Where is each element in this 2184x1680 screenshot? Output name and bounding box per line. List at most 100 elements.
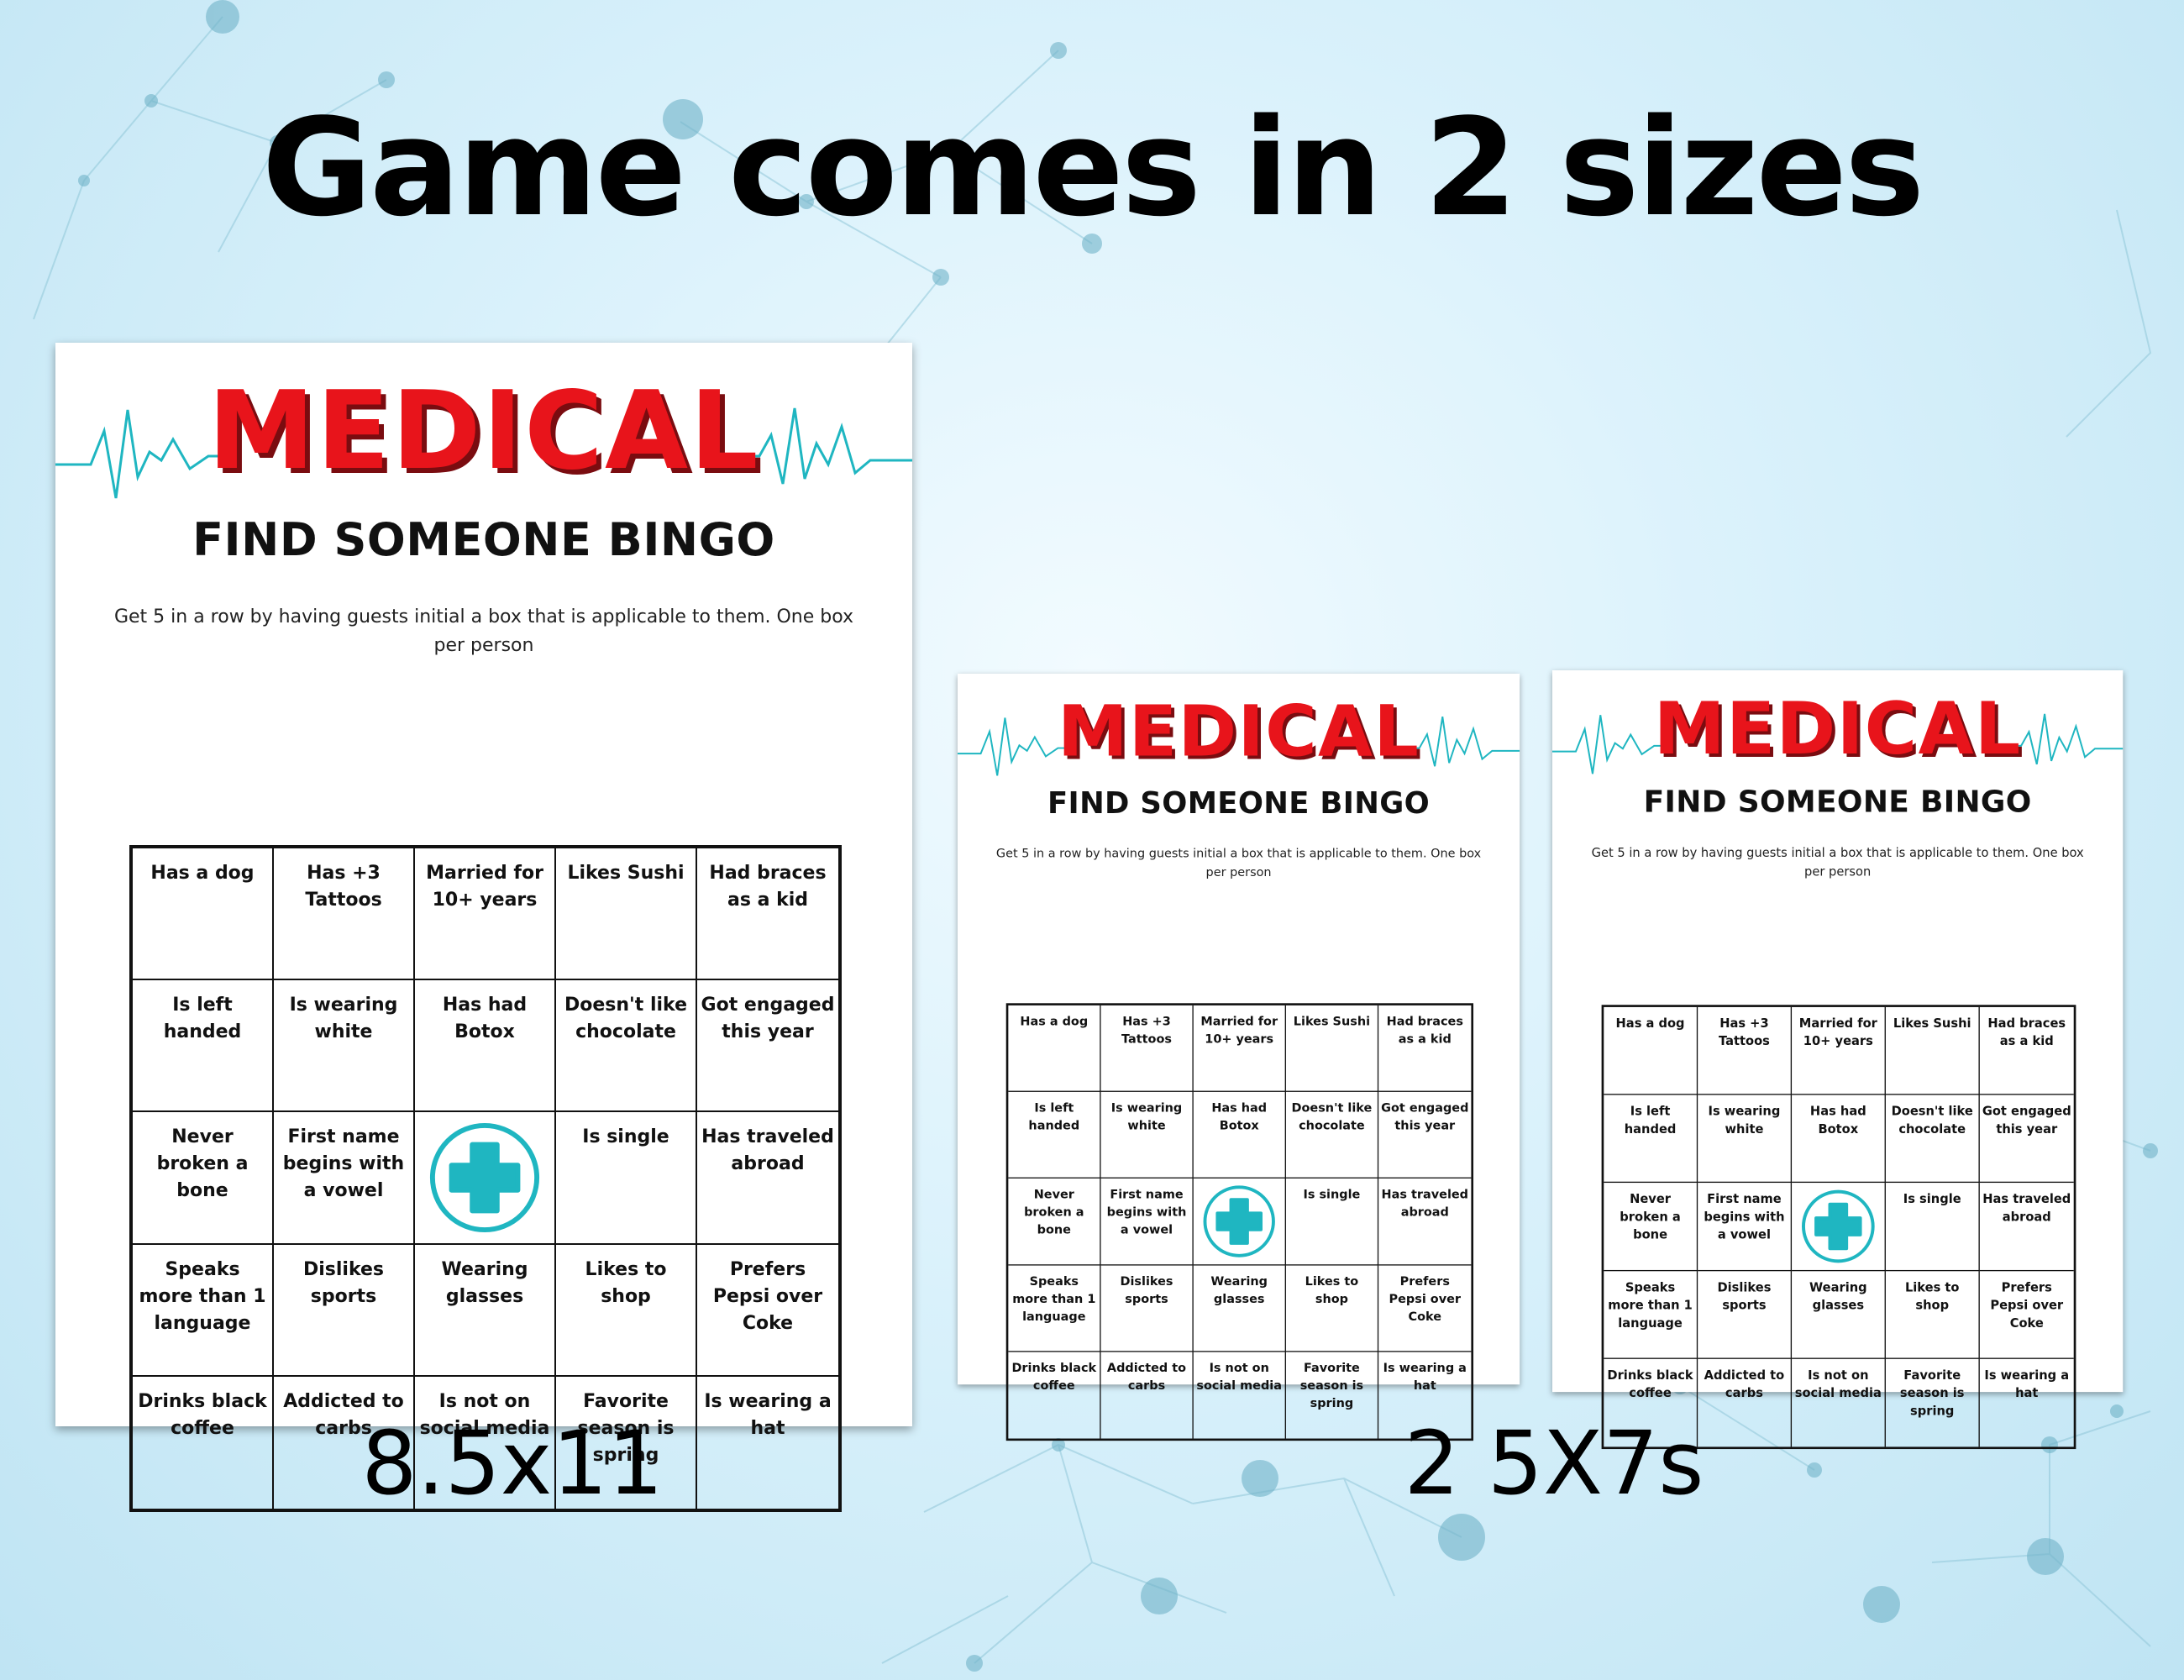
bingo-cell: Is wearing a hat xyxy=(704,1390,832,1439)
ekg-line-icon xyxy=(958,717,1520,776)
bingo-cell: Addicted to carbs xyxy=(1101,1352,1194,1439)
bingo-cell: Has a dog xyxy=(133,848,274,981)
size-label-letter: 8.5x11 xyxy=(361,1412,664,1515)
bingo-cell: Has a dog xyxy=(1604,1006,1698,1095)
bingo-cell: Likes to shop xyxy=(1885,1271,1980,1359)
bingo-cell: Is not on social media xyxy=(1792,1358,1886,1447)
card-instructions: Get 5 in a row by having guests initial … xyxy=(113,606,854,656)
bingo-cell: Dislikes sports xyxy=(1698,1271,1793,1359)
card-subtitle: FIND SOMEONE BINGO xyxy=(192,513,775,566)
bingo-cell: Has traveled abroad xyxy=(697,1112,838,1245)
bingo-cell: Got engaged this year xyxy=(1378,1092,1472,1179)
medical-cross-icon xyxy=(429,1122,540,1233)
bingo-cell: Is wearing white xyxy=(1698,1095,1793,1184)
bingo-cell: Is left handed xyxy=(1604,1095,1698,1184)
size-label-5x7: 2 5X7s xyxy=(1404,1412,1704,1515)
bingo-cell: Drinks black coffee xyxy=(1008,1352,1101,1439)
bingo-grid: Has a dog Has +3 Tattoos Married for 10+ y… xyxy=(1601,1005,2076,1450)
bingo-cell: Has had Botox xyxy=(1792,1095,1886,1184)
bingo-cell: Is wearing white xyxy=(1100,1092,1194,1179)
bingo-cell: Is single xyxy=(1885,1183,1980,1272)
bingo-cell: Favorite season is spring xyxy=(1886,1358,1980,1447)
bingo-cell: First name begins with a vowel xyxy=(1100,1179,1194,1266)
bingo-cell: Speaks more than 1 language xyxy=(133,1244,274,1377)
bingo-cell: Addicted to carbs xyxy=(1698,1358,1793,1447)
bingo-cell: Drinks black coffee xyxy=(133,1376,274,1509)
bingo-cell: First name begins with a vowel xyxy=(1698,1183,1793,1272)
bingo-grid: Has a dog Has +3 Tattoos Married for 10+ y… xyxy=(129,845,842,1512)
bingo-card-small-1: MEDICAL FIND SOMEONE BINGO Get 5 in a ro… xyxy=(958,674,1520,1441)
medical-cross-icon xyxy=(1203,1185,1275,1257)
bingo-cell: Drinks black coffee xyxy=(1604,1358,1698,1447)
bingo-cell: Favorite season is spring xyxy=(1286,1352,1379,1439)
bingo-cell: Dislikes sports xyxy=(1100,1265,1194,1352)
bingo-cell: Wearing glasses xyxy=(1792,1271,1886,1359)
card-instructions: Get 5 in a row by having guests initial … xyxy=(1591,846,2084,879)
bingo-cell: Doesn't like chocolate xyxy=(556,980,697,1113)
bingo-cell: Speaks more than 1 language xyxy=(1008,1265,1101,1352)
bingo-cell: Is not on social media xyxy=(415,1376,556,1509)
bingo-cell: Has +3 Tattoos xyxy=(274,848,415,981)
bingo-cell: Had braces as a kid xyxy=(1378,1005,1472,1093)
bingo-cell: Likes to shop xyxy=(1285,1265,1379,1352)
brand-title: MEDICAL xyxy=(1653,687,2022,771)
bingo-cell: Prefers Pepsi over Coke xyxy=(1378,1265,1472,1352)
brand-title: MEDICAL xyxy=(207,369,760,494)
card-subtitle: FIND SOMEONE BINGO xyxy=(1047,785,1431,821)
bingo-cell: Is single xyxy=(1285,1179,1379,1266)
bingo-cell: Is left handed xyxy=(1008,1092,1101,1179)
bingo-cell: Doesn't like chocolate xyxy=(1285,1092,1379,1179)
bingo-cell: Has had Botox xyxy=(1193,1092,1286,1179)
brand-title: MEDICAL xyxy=(1057,690,1420,774)
bingo-cell: Likes to shop xyxy=(556,1244,697,1377)
bingo-cell: Is wearing a hat xyxy=(1383,1361,1467,1393)
bingo-cell: Has +3 Tattoos xyxy=(1698,1006,1793,1095)
bingo-cell: Speaks more than 1 language xyxy=(1604,1271,1698,1359)
bingo-cell: Has +3 Tattoos xyxy=(1100,1005,1194,1093)
free-space-cell xyxy=(1792,1183,1886,1272)
bingo-cell: Is wearing a hat xyxy=(1984,1368,2070,1400)
bingo-card-large: MEDICAL FIND SOMEONE BINGO Get 5 in a ro… xyxy=(55,343,912,1512)
bingo-cell: Had braces as a kid xyxy=(1979,1007,2074,1095)
bingo-cell: Got engaged this year xyxy=(697,980,838,1113)
bingo-cell: Has had Botox xyxy=(415,980,556,1113)
bingo-cell: Likes Sushi xyxy=(1885,1006,1980,1095)
bingo-card-small-2: MEDICAL FIND SOMEONE BINGO Get 5 in a ro… xyxy=(1552,670,2124,1450)
bingo-cell: Is wearing white xyxy=(274,980,415,1113)
bingo-cell: Favorite season is spring xyxy=(556,1376,697,1509)
free-space-cell xyxy=(1193,1179,1286,1266)
bingo-cell: Doesn't like chocolate xyxy=(1885,1095,1980,1184)
bingo-cell: Has traveled abroad xyxy=(1979,1183,2074,1272)
bingo-cell: Never broken a bone xyxy=(133,1112,274,1245)
bingo-cell: First name begins with a vowel xyxy=(274,1112,415,1245)
bingo-cell: Is single xyxy=(556,1112,697,1245)
bingo-cell: Wearing glasses xyxy=(415,1244,556,1377)
bingo-cell: Married for 10+ years xyxy=(415,848,556,981)
page-headline: Game comes in 2 sizes xyxy=(261,89,1925,246)
bingo-cell: Likes Sushi xyxy=(1285,1005,1379,1093)
bingo-cell: Prefers Pepsi over Coke xyxy=(697,1245,838,1377)
medical-cross-icon xyxy=(1801,1189,1875,1263)
bingo-cell: Had braces as a kid xyxy=(697,848,838,981)
bingo-grid: Has a dog Has +3 Tattoos Married for 10+ y… xyxy=(1005,1003,1474,1441)
ekg-line-icon xyxy=(1552,713,2124,774)
ekg-line-icon xyxy=(55,407,912,499)
bingo-cell: Wearing glasses xyxy=(1193,1265,1286,1352)
bingo-cell: Got engaged this year xyxy=(1979,1095,2074,1184)
bingo-cell: Is not on social media xyxy=(1194,1352,1286,1439)
bingo-cell: Has traveled abroad xyxy=(1378,1179,1472,1266)
free-space-cell xyxy=(415,1112,556,1245)
card-subtitle: FIND SOMEONE BINGO xyxy=(1643,784,2032,820)
bingo-cell: Married for 10+ years xyxy=(1193,1005,1286,1093)
bingo-cell: Dislikes sports xyxy=(274,1244,415,1377)
bingo-cell: Has a dog xyxy=(1008,1005,1101,1093)
bingo-cell: Never broken a bone xyxy=(1008,1179,1101,1266)
card-instructions: Get 5 in a row by having guests initial … xyxy=(995,846,1482,879)
bingo-cell: Married for 10+ years xyxy=(1792,1006,1886,1095)
bingo-cell: Prefers Pepsi over Coke xyxy=(1979,1271,2074,1359)
bingo-cell: Never broken a bone xyxy=(1604,1183,1698,1272)
bingo-cell: Addicted to carbs xyxy=(274,1376,415,1509)
bingo-cell: Likes Sushi xyxy=(556,848,697,981)
bingo-cell: Is left handed xyxy=(133,980,274,1113)
